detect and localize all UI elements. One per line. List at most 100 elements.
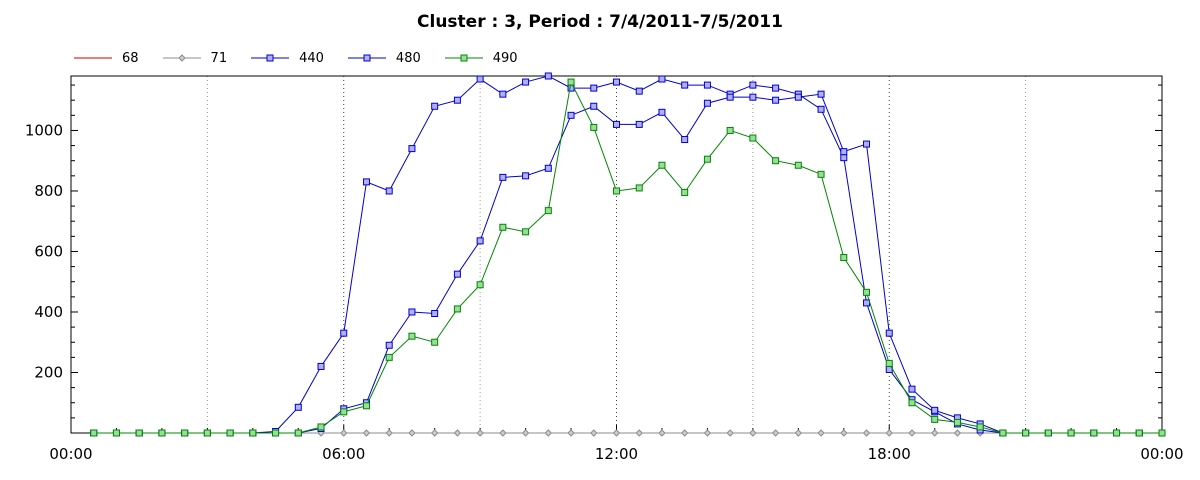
legend-label: 71: [210, 50, 228, 66]
data-point: [499, 90, 507, 98]
legend-item-490: 490: [444, 50, 518, 66]
series-490: [90, 78, 1166, 437]
data-point: [385, 353, 393, 361]
data-point: [840, 154, 848, 162]
data-point: [794, 93, 802, 101]
data-point: [112, 429, 120, 437]
data-point: [203, 429, 211, 437]
data-point: [613, 78, 620, 86]
data-point: [772, 84, 780, 92]
data-point: [953, 429, 962, 437]
data-point: [1044, 429, 1052, 437]
legend-label: 68: [122, 50, 139, 66]
data-point: [544, 164, 552, 172]
data-point: [908, 385, 916, 393]
data-point: [771, 429, 780, 437]
data-point: [385, 429, 393, 437]
legend-label: 490: [492, 50, 518, 66]
data-point: [703, 429, 712, 437]
data-point: [340, 329, 348, 337]
data-point: [567, 78, 575, 86]
data-point: [1113, 429, 1121, 437]
legend-swatch: [347, 54, 386, 62]
data-point: [340, 429, 348, 437]
data-point: [1022, 429, 1030, 437]
data-point: [613, 120, 620, 128]
data-point: [294, 429, 302, 437]
data-point: [499, 429, 507, 437]
data-point: [908, 399, 916, 407]
legend-swatch: [162, 54, 201, 62]
legend-item-480: 480: [347, 51, 421, 66]
data-point: [703, 99, 711, 107]
data-point: [840, 429, 848, 437]
data-point: [681, 188, 689, 196]
data-point: [499, 223, 507, 231]
series-line: [93, 93, 1162, 434]
data-point: [1067, 429, 1075, 437]
data-point: [590, 84, 598, 92]
chart-legend: 68 71 440 480 490: [74, 49, 542, 67]
data-point: [453, 270, 461, 278]
data-point: [544, 207, 552, 215]
data-point: [840, 148, 848, 156]
data-point: [794, 429, 803, 437]
y-tick-label: 600: [34, 242, 63, 260]
data-point: [522, 228, 530, 236]
data-point: [658, 108, 666, 116]
data-point: [362, 429, 371, 437]
data-point: [749, 81, 757, 89]
data-point: [976, 423, 984, 431]
data-point: [1158, 429, 1166, 437]
data-point: [635, 87, 643, 95]
data-point: [430, 429, 439, 437]
data-point: [362, 178, 370, 186]
data-point: [499, 173, 507, 181]
data-point: [431, 338, 439, 346]
data-point: [317, 362, 325, 370]
legend-swatch: [444, 54, 483, 62]
data-point: [544, 72, 552, 80]
data-point: [908, 429, 916, 437]
data-point: [431, 309, 439, 317]
data-point: [476, 429, 484, 437]
data-point: [749, 134, 757, 142]
data-point: [999, 429, 1007, 437]
data-point: [931, 429, 939, 437]
y-tick-label: 1000: [25, 121, 63, 139]
series-line: [93, 80, 1162, 434]
legend-swatch: [74, 57, 112, 59]
legend-item-71: 71: [162, 50, 228, 66]
x-tick-label: 18:00: [868, 445, 911, 463]
x-tick-label: 06:00: [322, 445, 365, 463]
data-point: [362, 402, 370, 410]
series-480: [90, 90, 1166, 437]
data-point: [635, 184, 643, 192]
data-point: [613, 187, 620, 195]
series-line: [93, 75, 1162, 434]
data-point: [681, 81, 689, 89]
data-point: [522, 172, 530, 180]
data-point: [726, 126, 734, 134]
data-point: [567, 111, 575, 119]
data-point: [567, 429, 575, 437]
data-point: [772, 96, 780, 104]
data-point: [612, 429, 621, 437]
plot-frame: [70, 75, 1163, 434]
x-tick-label: 00:00: [49, 445, 92, 463]
data-point: [294, 403, 302, 411]
data-point: [476, 281, 484, 289]
data-point: [408, 145, 416, 153]
data-point: [817, 90, 825, 98]
data-point: [408, 308, 416, 316]
data-point: [1135, 429, 1143, 437]
y-tick-label: 800: [34, 182, 63, 200]
data-point: [635, 429, 643, 437]
data-point: [680, 429, 689, 437]
data-point: [158, 429, 166, 437]
data-point: [431, 102, 439, 110]
data-point: [181, 429, 189, 437]
data-point: [453, 305, 461, 313]
data-point: [590, 102, 598, 110]
